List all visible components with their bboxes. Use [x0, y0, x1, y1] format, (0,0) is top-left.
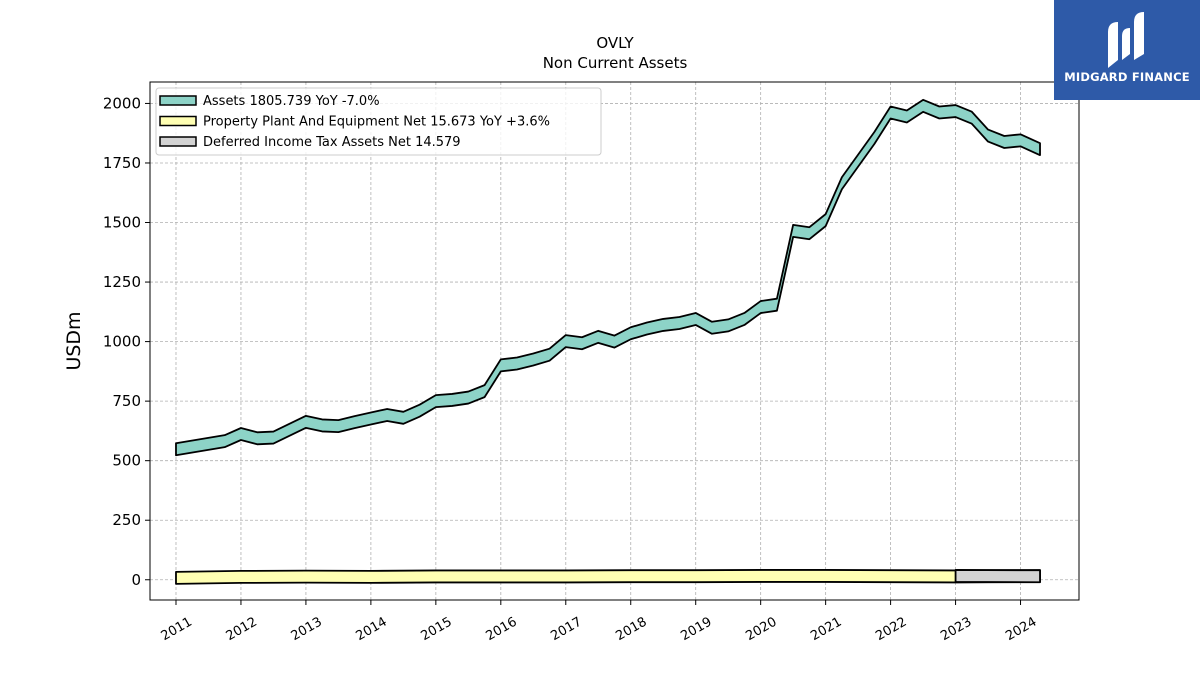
y-tick-label: 1750 — [103, 154, 141, 172]
series-band-2 — [954, 569, 1041, 584]
y-tick-label: 2000 — [103, 94, 141, 112]
logo-mark-icon — [1108, 12, 1144, 68]
logo: MIDGARD FINANCE — [1054, 0, 1200, 100]
x-tick-label: 2011 — [159, 615, 195, 645]
y-axis: 0 250 500 750 1000 1250 1500 1750 2000 — [103, 94, 150, 589]
legend-swatch — [159, 136, 197, 147]
y-tick-label: 500 — [112, 452, 141, 470]
y-tick-label: 1500 — [103, 214, 141, 232]
chart-subtitle: Non Current Assets — [543, 54, 688, 72]
legend-label: Deferred Income Tax Assets Net 14.579 — [203, 135, 461, 150]
grid — [150, 82, 1079, 600]
x-tick-label: 2016 — [483, 615, 519, 645]
series-band-1 — [175, 569, 1041, 585]
y-tick-label: 1000 — [103, 333, 141, 351]
y-tick-label: 750 — [112, 392, 141, 410]
x-tick-label: 2020 — [743, 615, 779, 645]
logo-text: MIDGARD FINANCE — [1064, 70, 1190, 84]
y-axis-label: USDm — [63, 311, 85, 370]
series-group — [175, 98, 1041, 585]
x-tick-label: 2017 — [548, 615, 584, 645]
legend: Assets 1805.739 YoY -7.0% Property Plant … — [155, 87, 602, 156]
y-tick-label: 250 — [112, 511, 141, 529]
x-tick-label: 2024 — [1003, 615, 1039, 645]
legend-swatch — [159, 95, 197, 106]
legend-label: Property Plant And Equipment Net 15.673 … — [203, 115, 550, 130]
legend-swatch — [159, 115, 197, 127]
y-tick-label: 0 — [131, 571, 141, 589]
legend-label: Assets 1805.739 YoY -7.0% — [203, 94, 380, 109]
x-tick-label: 2015 — [419, 615, 455, 645]
plot-frame — [149, 81, 1080, 601]
x-tick-label: 2019 — [678, 615, 714, 645]
series-band-0 — [175, 98, 1041, 457]
x-tick-label: 2018 — [613, 615, 649, 645]
x-tick-label: 2013 — [289, 615, 325, 645]
y-tick-label: 1250 — [103, 273, 141, 291]
x-tick-label: 2023 — [938, 615, 974, 645]
chart-title: OVLY — [596, 34, 634, 52]
legend-box — [155, 87, 602, 156]
x-tick-label: 2012 — [224, 615, 260, 645]
x-axis: 2011 2012 2013 2014 2015 2016 2017 2018 2019 2020… — [159, 600, 1039, 645]
x-tick-label: 2022 — [873, 615, 909, 645]
x-tick-label: 2014 — [354, 615, 390, 645]
x-tick-label: 2021 — [808, 615, 844, 645]
